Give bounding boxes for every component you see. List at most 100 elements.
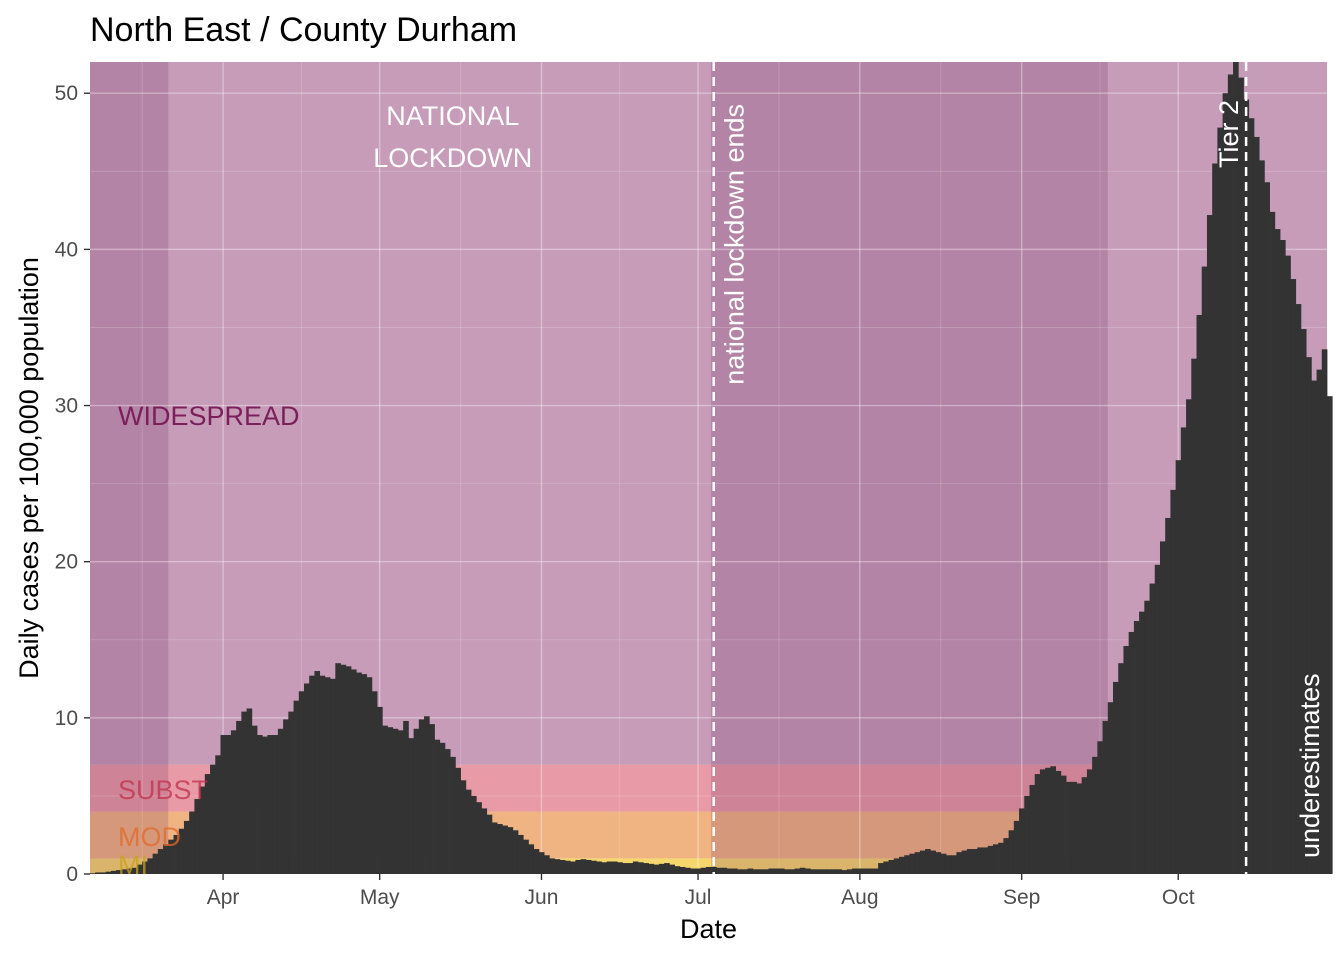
bar xyxy=(1233,62,1239,874)
bar xyxy=(204,774,211,874)
y-tick-label: 30 xyxy=(55,395,78,418)
bar xyxy=(872,868,879,874)
bar xyxy=(1311,380,1317,874)
bar xyxy=(450,756,456,874)
bar xyxy=(867,868,874,874)
bar xyxy=(789,869,796,874)
bar xyxy=(1316,369,1323,874)
y-axis: 0 10 20 30 40 50 xyxy=(55,82,90,886)
bar xyxy=(805,868,811,874)
bar xyxy=(319,675,326,874)
bar xyxy=(1186,399,1192,874)
bar xyxy=(481,808,488,874)
bar xyxy=(1050,766,1056,874)
bar xyxy=(1300,329,1307,874)
lockdown-label-line1: NATIONAL xyxy=(386,101,519,131)
y-tick-label: 40 xyxy=(55,238,78,261)
bar xyxy=(460,780,467,874)
shaded-period xyxy=(711,62,1108,874)
bar xyxy=(1212,163,1218,874)
bar xyxy=(544,855,550,874)
bar xyxy=(638,862,644,874)
bar xyxy=(251,725,258,874)
bar xyxy=(1201,266,1208,874)
bar xyxy=(1081,777,1088,874)
bar xyxy=(262,736,268,874)
bar xyxy=(1264,182,1270,874)
bar xyxy=(742,869,749,874)
bar xyxy=(1154,564,1161,874)
bar xyxy=(178,828,185,874)
bar xyxy=(408,738,415,874)
bar xyxy=(345,666,352,874)
bar xyxy=(225,735,232,874)
bar xyxy=(564,860,571,874)
bar xyxy=(455,767,461,874)
bar xyxy=(444,749,451,874)
bar xyxy=(1274,229,1281,875)
bar xyxy=(940,853,947,874)
bar xyxy=(215,755,221,874)
x-tick-label: Apr xyxy=(207,886,240,909)
bar xyxy=(773,868,780,874)
bar xyxy=(951,855,957,874)
bar xyxy=(930,850,936,874)
bar xyxy=(601,862,608,874)
bar xyxy=(825,869,832,874)
bar xyxy=(1139,611,1145,874)
bar xyxy=(1222,93,1229,874)
bar xyxy=(236,720,242,874)
bar xyxy=(1269,211,1276,874)
bar xyxy=(784,869,790,874)
bar xyxy=(95,872,101,874)
bar xyxy=(1170,489,1177,874)
x-tick-label: Aug xyxy=(841,886,878,909)
bar xyxy=(272,735,279,874)
bar xyxy=(998,842,1004,874)
bar xyxy=(690,868,696,874)
bar xyxy=(961,850,968,874)
risk-band-label: SUBST xyxy=(118,775,208,805)
bar xyxy=(126,868,133,874)
bar xyxy=(731,868,738,874)
bar xyxy=(517,834,524,874)
bar xyxy=(935,852,942,874)
bar xyxy=(168,839,174,874)
bar xyxy=(1019,808,1025,874)
bar xyxy=(679,866,686,874)
bar xyxy=(1295,304,1302,874)
bar xyxy=(298,691,305,874)
y-tick-label: 0 xyxy=(66,863,78,886)
bar xyxy=(1259,160,1265,874)
bar xyxy=(648,863,655,874)
x-axis: Apr May Jun Jul Aug Sep Oct xyxy=(207,874,1195,909)
bar xyxy=(815,869,822,874)
bar xyxy=(1102,720,1109,874)
bar xyxy=(246,708,253,874)
bar xyxy=(413,728,420,874)
bar xyxy=(1196,314,1203,874)
x-tick-label: Jul xyxy=(685,886,712,909)
bar xyxy=(992,844,999,874)
risk-band xyxy=(90,62,1327,765)
bar xyxy=(512,830,519,874)
bar xyxy=(1165,517,1171,874)
bar xyxy=(163,844,169,874)
risk-band-label: MI xyxy=(118,850,148,880)
bar xyxy=(147,858,154,874)
bar xyxy=(371,691,378,874)
bar xyxy=(1191,358,1197,874)
bar xyxy=(674,866,681,874)
bar xyxy=(1029,784,1036,874)
bar xyxy=(899,856,905,874)
bar xyxy=(497,824,503,874)
bar xyxy=(116,870,122,874)
bar xyxy=(799,867,806,874)
bar xyxy=(763,869,769,874)
bar xyxy=(554,859,561,874)
bar xyxy=(382,725,388,874)
y-tick-label: 50 xyxy=(55,82,78,105)
